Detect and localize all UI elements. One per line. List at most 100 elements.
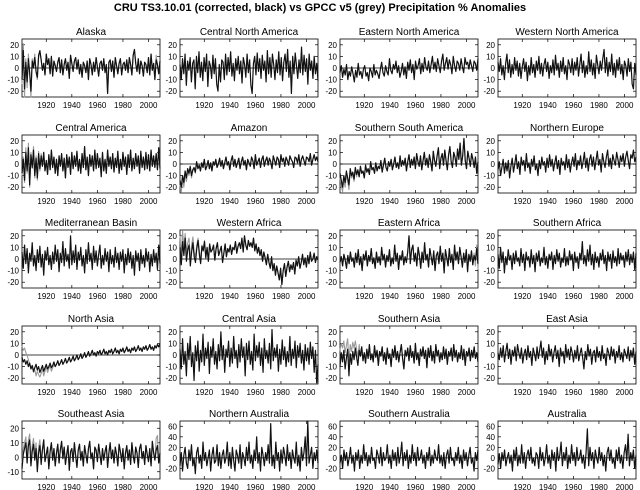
y-tick-label: -20 [483,374,495,383]
y-tick-label: -20 [165,183,177,192]
panel-title: Southern Australia [368,409,450,420]
x-tick-label: 1920 [355,197,373,206]
y-tick-label: 0 [491,255,496,264]
x-tick-label: 1980 [272,101,290,110]
x-tick-label: 2000 [458,101,476,110]
panel-title: Central America [55,123,127,134]
y-tick-label: 40 [328,433,337,442]
y-tick-label: 20 [10,424,19,433]
x-tick-label: 1980 [590,483,608,490]
panel-central-asia: Central Asia -20 -10 0 10 20 1920 1940 1960 1980 2… [165,314,319,397]
panel-title: Mediterranean Basin [45,218,137,229]
x-tick-label: 1920 [513,197,531,206]
y-tick-label: 40 [168,433,177,442]
series-line-cru [339,441,479,472]
x-tick-label: 1960 [406,101,424,110]
y-tick-label: 10 [486,339,495,348]
x-tick-label: 1920 [195,388,213,397]
y-tick-label: 0 [173,160,178,169]
y-tick-label: -20 [165,374,177,383]
x-tick-label: 1960 [564,197,582,206]
x-tick-label: 1940 [221,483,239,490]
series-line-cru [21,343,161,373]
panel-eastern-north-america: Eastern North America -20 -10 0 10 20 1920 1940… [325,27,479,110]
x-tick-label: 1960 [406,292,424,301]
x-tick-label: 1920 [37,483,55,490]
x-tick-label: 2000 [458,388,476,397]
y-tick-label: 20 [168,443,177,452]
x-tick-label: 1960 [564,101,582,110]
y-tick-label: -10 [483,267,495,276]
y-tick-label: 0 [173,255,178,264]
y-tick-label: 10 [486,148,495,157]
panel-title: North Asia [68,314,115,325]
x-tick-label: 2000 [458,292,476,301]
y-tick-label: 10 [328,52,337,61]
x-tick-label: 1940 [63,292,81,301]
x-tick-label: 1920 [37,101,55,110]
y-tick-label: 60 [486,422,495,431]
panel-title: Western North America [515,27,619,38]
y-tick-label: 0 [333,454,338,463]
panel-title: Central North America [200,27,299,38]
y-tick-label: 10 [328,243,337,252]
x-tick-label: 1960 [406,388,424,397]
y-tick-label: 0 [491,64,496,73]
x-tick-label: 2000 [458,483,476,490]
y-tick-label: 10 [10,339,19,348]
series-line-cru [339,235,479,274]
x-tick-label: 1920 [195,101,213,110]
y-tick-label: 0 [333,255,338,264]
x-tick-label: 2000 [298,388,316,397]
y-tick-label: 10 [168,243,177,252]
series-line-cru [339,137,479,188]
panel-title: Central Asia [222,314,276,325]
y-tick-label: 10 [168,339,177,348]
x-tick-label: 1920 [37,388,55,397]
y-tick-label: 20 [486,328,495,337]
x-tick-label: 1960 [88,101,106,110]
x-tick-label: 1960 [88,483,106,490]
panel-east-asia: East Asia -20 -10 0 10 20 1920 1940 1960 1980 2000 [483,314,637,397]
y-tick-label: -10 [483,172,495,181]
x-tick-label: 1980 [272,292,290,301]
series-line-gpcc [179,153,319,193]
x-tick-label: 1940 [63,197,81,206]
x-tick-label: 1960 [406,197,424,206]
panel-southeast-asia: Southeast Asia -10 0 10 20 1920 1940 1960 1980 20… [7,409,161,490]
x-tick-label: 2000 [298,197,316,206]
x-tick-label: 1980 [432,292,450,301]
y-tick-label: 60 [328,422,337,431]
x-tick-label: 1940 [381,101,399,110]
x-tick-label: 1980 [114,483,132,490]
y-tick-label: -20 [7,87,19,96]
panel-eastern-africa: Eastern Africa -20 -10 0 10 20 1920 1940 1960 198… [325,218,479,301]
panel-title: East Asia [546,314,588,325]
series-line-cru [179,328,319,384]
x-tick-label: 1960 [564,388,582,397]
x-tick-label: 2000 [616,101,634,110]
x-tick-label: 1960 [246,388,264,397]
x-tick-label: 2000 [458,197,476,206]
x-tick-label: 2000 [140,101,158,110]
panel-title: Australia [548,409,587,420]
x-tick-label: 1980 [114,388,132,397]
y-tick-label: 20 [328,137,337,146]
panel-title: Southern Asia [378,314,441,325]
panel-northern-europe: Northern Europe -20 -10 0 10 20 1920 1940 1960 19… [483,123,637,206]
panel-title: Western Africa [217,218,282,229]
y-tick-label: 10 [10,439,19,448]
y-tick-label: -10 [325,363,337,372]
y-tick-label: -20 [325,374,337,383]
y-tick-label: -10 [165,363,177,372]
y-tick-label: -20 [325,278,337,287]
y-tick-label: -10 [7,468,19,477]
series-line-cru [339,53,479,83]
series-line-cru [179,420,319,475]
series-line-gpcc [339,137,479,193]
panel-title: Northern Europe [530,123,604,134]
panel-north-asia: North Asia -20 -10 0 10 20 1920 1940 1960 1980 200… [7,314,161,397]
y-tick-label: -20 [165,464,177,473]
